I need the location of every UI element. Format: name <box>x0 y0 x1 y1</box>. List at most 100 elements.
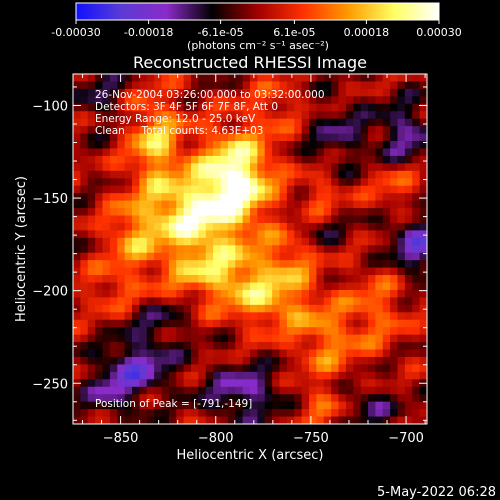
heatmap-cell <box>360 371 369 380</box>
heatmap-cell <box>309 275 317 283</box>
heatmap-cell <box>161 349 170 358</box>
heatmap-cell <box>124 215 133 224</box>
heatmap-cell <box>323 215 332 224</box>
heatmap-cell <box>242 252 251 261</box>
heatmap-cell <box>161 193 170 201</box>
heatmap-cell <box>176 185 185 194</box>
heatmap-cell <box>146 141 155 149</box>
heatmap-cell <box>213 237 221 246</box>
heatmap-cell <box>139 416 148 425</box>
heatmap-cell <box>338 334 347 343</box>
heatmap-cell <box>198 215 207 224</box>
heatmap-cell <box>154 96 162 105</box>
heatmap-cell <box>235 81 244 90</box>
heatmap-cell <box>294 193 303 201</box>
heatmap-cell <box>323 356 332 365</box>
heatmap-cell <box>250 193 258 201</box>
heatmap-cell <box>154 230 162 239</box>
heatmap-cell <box>257 304 266 313</box>
heatmap-cell <box>250 319 258 328</box>
heatmap-cell <box>117 386 126 395</box>
heatmap-cell <box>345 327 354 336</box>
heatmap-cell <box>73 148 81 157</box>
heatmap-cell <box>272 297 280 306</box>
heatmap-cell <box>323 230 332 239</box>
heatmap-cell <box>117 267 126 276</box>
heatmap-cell <box>353 304 362 313</box>
heatmap-cell <box>257 364 266 373</box>
heatmap-cell <box>87 230 96 239</box>
heatmap-cell <box>301 409 310 417</box>
heatmap-cell <box>117 319 126 328</box>
heatmap-cell <box>87 96 96 105</box>
heatmap-cell <box>404 200 413 209</box>
heatmap-cell <box>73 334 81 343</box>
heatmap-cell <box>390 141 398 149</box>
heatmap-cell <box>146 379 155 388</box>
heatmap-cell <box>382 215 391 224</box>
heatmap-cell <box>257 409 266 417</box>
heatmap-cell <box>80 364 89 373</box>
heatmap-cell <box>257 215 266 224</box>
heatmap-cell <box>117 96 126 105</box>
heatmap-cell <box>117 245 126 254</box>
heatmap-cell <box>176 267 185 276</box>
heatmap-cell <box>360 96 369 105</box>
heatmap-cell <box>146 327 155 336</box>
heatmap-cell <box>353 312 362 321</box>
heatmap-cell <box>353 215 362 224</box>
y-tick-label: −250 <box>32 377 68 392</box>
heatmap-cell <box>375 334 384 343</box>
heatmap-cell <box>375 319 384 328</box>
footer-date: 5-May-2022 06:28 <box>377 485 496 500</box>
heatmap-cell <box>412 401 421 410</box>
heatmap-cell <box>168 200 177 209</box>
heatmap-cell <box>213 103 221 112</box>
heatmap-cell <box>360 289 369 298</box>
heatmap-cell <box>309 312 317 321</box>
heatmap-cell <box>390 416 398 425</box>
heatmap-cell <box>323 260 332 269</box>
heatmap-cell <box>80 222 89 231</box>
heatmap-cell <box>183 111 192 120</box>
heatmap-cell <box>213 81 221 90</box>
heatmap-cell <box>279 252 288 261</box>
heatmap-cell <box>286 193 295 201</box>
heatmap-cell <box>404 193 413 201</box>
heatmap-cell <box>309 208 317 216</box>
heatmap-cell <box>301 260 310 269</box>
heatmap-cell <box>80 289 89 298</box>
heatmap-cell <box>390 155 398 164</box>
heatmap-cell <box>316 327 325 336</box>
heatmap-cell <box>419 245 428 254</box>
heatmap-cell <box>397 74 406 82</box>
heatmap-cell <box>360 349 369 358</box>
heatmap-cell <box>198 327 207 336</box>
heatmap-cell <box>161 356 170 365</box>
heatmap-cell <box>191 96 199 105</box>
heatmap-cell <box>220 133 229 142</box>
heatmap-cell <box>301 230 310 239</box>
heatmap-cell <box>368 334 376 343</box>
heatmap-cell <box>390 185 398 194</box>
heatmap-cell <box>272 170 280 179</box>
heatmap-cell <box>331 74 339 82</box>
heatmap-cell <box>419 237 428 246</box>
heatmap-cell <box>235 118 244 127</box>
heatmap-cell <box>235 193 244 201</box>
heatmap-cell <box>191 349 199 358</box>
heatmap-cell <box>338 401 347 410</box>
x-axis-ticks: −850 −800 −750 −700 <box>82 74 426 446</box>
heatmap-cell <box>227 222 236 231</box>
heatmap-cell <box>95 379 103 388</box>
heatmap-cell <box>397 349 406 358</box>
heatmap-cell <box>154 386 162 395</box>
heatmap-cell <box>286 103 295 112</box>
heatmap-cell <box>390 394 398 403</box>
heatmap-cell <box>205 222 214 231</box>
heatmap-cell <box>323 133 332 142</box>
heatmap-cell <box>338 267 347 276</box>
heatmap-cell <box>220 409 229 417</box>
heatmap-cell <box>109 148 118 157</box>
heatmap-cell <box>154 178 162 187</box>
